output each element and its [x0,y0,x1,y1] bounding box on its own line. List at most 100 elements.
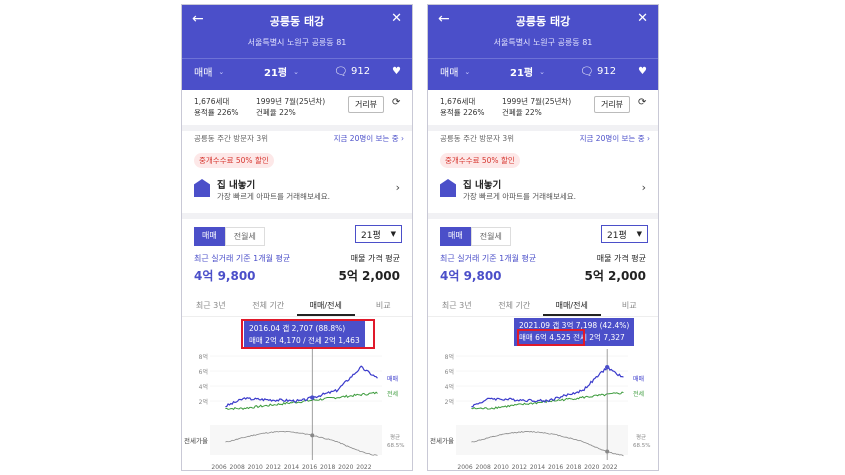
tab-recent-3y[interactable]: 최근 3년 [441,301,472,310]
viewers-now: 지금 20명이 보는 중 [333,134,399,143]
tooltip-rent: 전세 2억 7,327 [570,333,625,342]
sale-series-line [471,365,624,408]
close-icon[interactable]: ✕ [637,11,648,26]
x-tick-label: 2012 [512,464,527,471]
avg-value: 4억 9,800 [440,269,502,283]
caret-down-icon: ▼ [390,230,396,238]
rent-legend: 전세 [633,390,644,398]
share-icon[interactable]: ⟳ [392,97,401,108]
address: 서울특별시 노원구 공릉동 81 [493,38,593,47]
sale-legend: 매매 [387,375,398,383]
tooltip-line1: 2016.04 갭 2,707 (88.8%) [249,324,346,333]
floor-area-ratio: 용적률 226% [194,108,239,117]
trade-type-select[interactable]: 매매 ⌄ [194,64,224,80]
y-tick-label: 8억 [445,353,454,361]
ratio-label: 전세가율 [430,436,454,445]
floor-area-ratio: 용적률 226% [440,108,485,117]
households: 1,676세대 [194,97,230,106]
back-arrow-icon[interactable]: ← [192,11,204,27]
bell-icon[interactable]: ♥ [392,66,401,77]
ratio-area [210,425,382,455]
y-tick-label: 4억 [199,383,208,391]
home-icon [440,179,456,197]
tab-rent[interactable]: 전월세 [470,227,511,246]
x-tick-label: 2014 [530,464,545,471]
trade-tabs: 매매 전월세 [194,227,265,246]
street-view-button[interactable]: 거리뷰 [594,96,630,113]
x-tick-label: 2014 [284,464,299,471]
filter-row: 매매 ⌄ 21평 ⌄ 🗨 912 ♥ [428,58,658,84]
x-tick-label: 2006 [457,464,472,471]
tab-compare[interactable]: 비교 [375,301,391,310]
caret-down-icon: ▼ [636,230,642,238]
sale-legend: 매매 [633,375,644,383]
trade-tabs: 매매 전월세 [440,227,511,246]
period-tabs: 최근 3년 전체 기간 매매/전세 비교 [182,295,412,317]
chevron-down-icon: ⌄ [293,67,299,76]
x-tick-label: 2010 [248,464,263,471]
x-tick-label: 2016 [302,464,317,471]
back-arrow-icon[interactable]: ← [438,11,450,27]
visitor-rank: 공릉동 주간 방문자 3위 [440,134,515,143]
price-chart[interactable]: 8억 6억 4억 2억 2006 2008 2010 2012 2014 2016 2018 2020… [428,317,659,471]
avg-label: 평균 [390,434,400,441]
tab-sale-rent[interactable]: 매매/전세 [297,295,355,316]
x-tick-label: 2012 [266,464,281,471]
bell-icon[interactable]: ♥ [638,66,647,77]
complex-info: 1,676세대 용적률 226% 1999년 7월(25년차) 건폐율 22% 거리… [182,90,412,125]
chat-bubble-icon: 🗨 [334,65,348,78]
visitor-bar[interactable]: 공릉동 주간 방문자 3위 지금 20명이 보는 중 › [440,134,650,143]
trade-type-label: 매매 [440,68,459,79]
comments-button[interactable]: 🗨 912 [334,65,370,78]
tab-sale[interactable]: 매매 [440,227,471,246]
y-tick-label: 4억 [445,383,454,391]
cursor-dot [604,365,610,370]
building-coverage: 건폐율 22% [502,108,542,117]
area-select-header[interactable]: 21평 ⌄ [264,64,299,80]
x-tick-label: 2022 [602,464,617,471]
cursor-ratio-dot [310,433,315,438]
street-view-button[interactable]: 거리뷰 [348,96,384,113]
share-icon[interactable]: ⟳ [638,97,647,108]
tab-all-period[interactable]: 전체 기간 [252,301,285,310]
tab-sale-rent[interactable]: 매매/전세 [543,295,601,316]
visitor-bar[interactable]: 공릉동 주간 방문자 3위 지금 20명이 보는 중 › [194,134,404,143]
area-select-value: 21평 [607,230,627,241]
sale-series-line [225,365,378,408]
rent-legend: 전세 [387,390,398,398]
tab-recent-3y[interactable]: 최근 3년 [195,301,226,310]
tooltip-sale: 매매 6억 4,525 [519,333,571,342]
page-title: 공릉동 태강 [515,15,571,28]
area-select-header[interactable]: 21평 ⌄ [510,64,545,80]
visitor-rank: 공릉동 주간 방문자 3위 [194,134,269,143]
chevron-down-icon: ⌄ [539,67,545,76]
price-chart[interactable]: 8억 6억 4억 2억 2006 2008 2010 2012 2014 2016 2018 2020… [182,317,413,471]
tab-all-period[interactable]: 전체 기간 [498,301,531,310]
sell-title: 집 내놓기 [217,180,256,191]
built-year: 1999년 7월(25년차) [502,97,572,106]
x-tick-label: 2010 [494,464,509,471]
rent-series-line [225,391,378,411]
header: ← 공릉동 태강 ✕ 서울특별시 노원구 공릉동 81 매매 ⌄ 21평 ⌄ 🗨 9… [428,5,658,90]
promo-badge: 중개수수료 50% 할인 [194,153,274,168]
area-select-value: 21평 [361,230,381,241]
tab-rent[interactable]: 전월세 [224,227,265,246]
avg-ratio: 68.5% [633,443,650,449]
x-tick-label: 2008 [230,464,245,471]
close-icon[interactable]: ✕ [391,11,402,26]
ask-label: 매물 가격 평균 [596,254,646,263]
tab-compare[interactable]: 비교 [621,301,637,310]
period-tabs: 최근 3년 전체 기간 매매/전세 비교 [428,295,658,317]
y-tick-label: 8억 [199,353,208,361]
sell-home-card[interactable]: 집 내놓기 가장 빠르게 아파트를 거래해보세요. › [192,169,402,207]
households: 1,676세대 [440,97,476,106]
area-select[interactable]: 21평 ▼ [601,225,648,243]
tab-sale[interactable]: 매매 [194,227,225,246]
sell-home-card[interactable]: 집 내놓기 가장 빠르게 아파트를 거래해보세요. › [438,169,648,207]
comments-button[interactable]: 🗨 912 [580,65,616,78]
avg-label: 평균 [636,434,646,441]
phone-screen-left: ← 공릉동 태강 ✕ 서울특별시 노원구 공릉동 81 매매 ⌄ 21평 ⌄ 🗨 9… [181,4,413,471]
home-icon [194,179,210,197]
area-select[interactable]: 21평 ▼ [355,225,402,243]
trade-type-select[interactable]: 매매 ⌄ [440,64,470,80]
